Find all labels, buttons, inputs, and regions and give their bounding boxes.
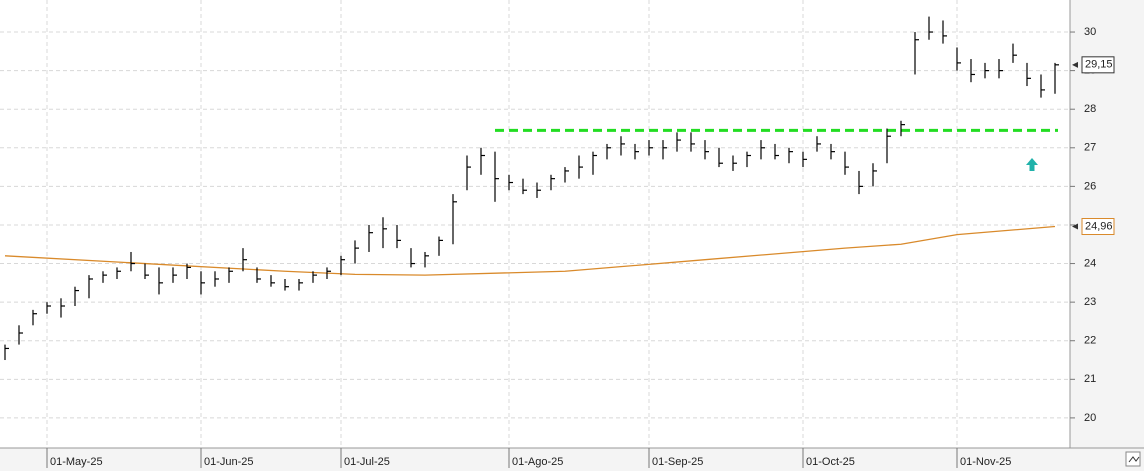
last-price-label-pointer (1072, 61, 1078, 68)
last-price-label-box (1081, 56, 1115, 74)
y-tick-label: 21 (1084, 373, 1096, 385)
y-tick-label: 27 (1084, 142, 1096, 154)
y-tick-label: 26 (1084, 180, 1096, 192)
grid (0, 0, 1070, 448)
y-tick-label: 30 (1084, 26, 1096, 38)
y-tick-label: 24 (1084, 257, 1096, 269)
y-tick-label: 22 (1084, 335, 1096, 347)
x-tick-label: 01-Sep-25 (652, 456, 703, 468)
x-tick-label: 01-Oct-25 (806, 456, 855, 468)
x-tick-label: 01-Jun-25 (204, 456, 254, 468)
x-tick-label: 01-Ago-25 (512, 456, 563, 468)
ma-last-label-pointer (1072, 223, 1078, 230)
y-tick-label: 20 (1084, 412, 1096, 424)
moving-average (4, 225, 1056, 276)
y-tick-label: 28 (1084, 103, 1096, 115)
x-tick-label: 01-Jul-25 (344, 456, 390, 468)
x-axis-panel (0, 448, 1144, 471)
x-tick-label: 01-May-25 (50, 456, 103, 468)
up-arrow-icon (1026, 158, 1038, 171)
last-price-label: 29,15 (1085, 59, 1113, 71)
ma-last-label-box (1081, 218, 1115, 236)
y-tick-label: 23 (1084, 296, 1096, 308)
ma-last-label: 24,96 (1085, 220, 1113, 232)
scroll-icon[interactable] (1125, 451, 1141, 467)
x-tick-label: 01-Nov-25 (960, 456, 1011, 468)
